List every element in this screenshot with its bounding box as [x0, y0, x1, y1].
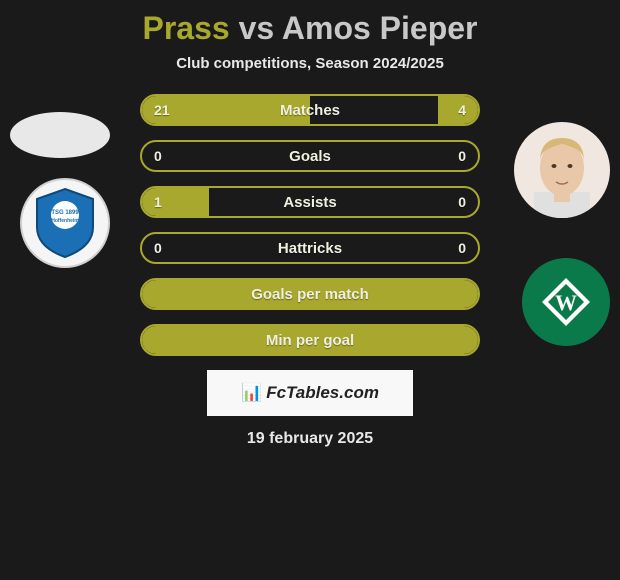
- main-title: Prass vs Amos Pieper: [0, 10, 620, 47]
- svg-text:W: W: [555, 290, 577, 315]
- stat-label: Matches: [142, 102, 478, 119]
- stat-row: 10Assists: [140, 186, 480, 218]
- player2-avatar: [514, 122, 610, 218]
- stat-label: Goals per match: [142, 286, 478, 303]
- vs-separator: vs: [239, 10, 275, 46]
- stat-row: 214Matches: [140, 94, 480, 126]
- stat-row: 00Hattricks: [140, 232, 480, 264]
- player2-club-badge: W: [522, 258, 610, 346]
- player1-club-badge: TSG 1899 Hoffenheim: [20, 178, 110, 268]
- chart-icon: 📊: [241, 383, 262, 403]
- hoffenheim-shield-icon: TSG 1899 Hoffenheim: [33, 187, 97, 259]
- fctables-badge: 📊 FcTables.com: [207, 370, 413, 416]
- svg-text:TSG 1899: TSG 1899: [51, 210, 79, 216]
- player1-name: Prass: [143, 10, 230, 46]
- player1-avatar: [10, 112, 110, 158]
- svg-text:Hoffenheim: Hoffenheim: [51, 218, 79, 224]
- stat-row: Goals per match: [140, 278, 480, 310]
- player-face-icon: [514, 122, 610, 218]
- werder-diamond-icon: W: [536, 272, 596, 332]
- stat-label: Goals: [142, 148, 478, 165]
- stat-row: 00Goals: [140, 140, 480, 172]
- stat-label: Assists: [142, 194, 478, 211]
- stat-label: Min per goal: [142, 332, 478, 349]
- stats-bars: 214Matches 00Goals 10Assists 00Hattricks Goa…: [140, 94, 480, 356]
- stat-row: Min per goal: [140, 324, 480, 356]
- subtitle: Club competitions, Season 2024/2025: [0, 55, 620, 72]
- badge-text: FcTables.com: [266, 383, 379, 403]
- player2-name: Amos Pieper: [282, 10, 478, 46]
- stat-label: Hattricks: [142, 240, 478, 257]
- date-line: 19 february 2025: [0, 430, 620, 448]
- comparison-infographic: Prass vs Amos Pieper Club competitions, …: [0, 0, 620, 580]
